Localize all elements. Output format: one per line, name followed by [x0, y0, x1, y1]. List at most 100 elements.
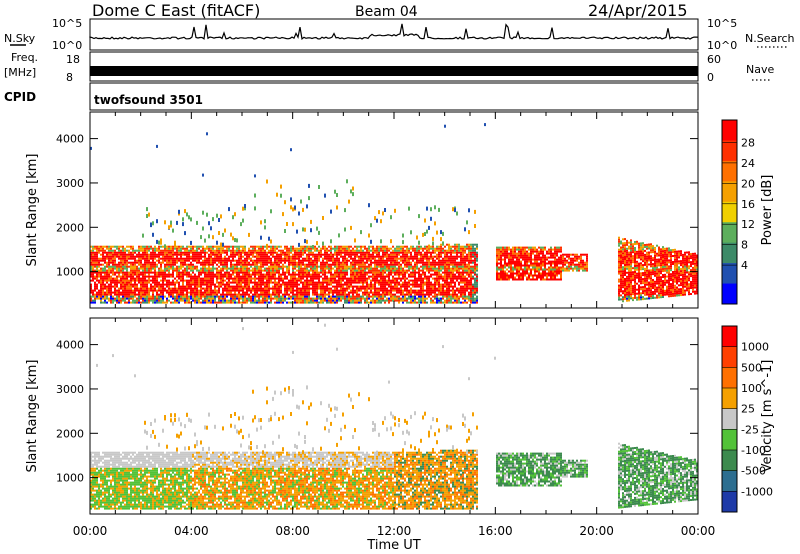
- range-gate-cell: [116, 253, 118, 256]
- range-gate-cell: [184, 263, 186, 266]
- range-gate-cell: [402, 245, 404, 248]
- range-gate-cell: [124, 277, 126, 280]
- range-gate-cell: [156, 144, 158, 148]
- range-gate-cell: [222, 269, 224, 272]
- range-gate-cell: [218, 299, 220, 302]
- range-gate-cell: [456, 265, 458, 268]
- range-gate-cell: [378, 301, 380, 304]
- range-gate-cell: [384, 277, 386, 280]
- range-gate-cell: [364, 271, 366, 274]
- range-gate-cell: [104, 257, 106, 260]
- range-gate-cell: [422, 293, 424, 296]
- range-gate-cell: [178, 275, 180, 278]
- range-gate-cell: [334, 263, 336, 266]
- range-gate-cell: [272, 249, 274, 252]
- range-gate-cell: [434, 261, 436, 264]
- range-gate-cell: [358, 255, 360, 258]
- range-gate-cell: [392, 275, 394, 278]
- range-gate-cell: [136, 249, 138, 252]
- range-gate-cell: [120, 277, 122, 280]
- range-gate-cell: [360, 279, 362, 282]
- range-gate-cell: [350, 265, 352, 268]
- range-gate-cell: [346, 261, 348, 264]
- range-gate-cell: [278, 295, 280, 298]
- range-gate-cell: [130, 281, 132, 284]
- range-gate-cell: [100, 257, 102, 260]
- range-gate-cell: [462, 281, 464, 284]
- range-gate-cell: [272, 245, 274, 248]
- range-gate-cell: [182, 245, 184, 248]
- range-gate-cell: [426, 259, 428, 262]
- range-gate-cell: [200, 301, 202, 304]
- range-gate-cell: [376, 293, 378, 296]
- range-gate-cell: [98, 289, 100, 292]
- range-gate-cell: [410, 291, 412, 294]
- range-gate-cell: [388, 267, 390, 270]
- range-gate-cell: [118, 297, 120, 300]
- range-gate-cell: [386, 249, 388, 252]
- range-gate-cell: [160, 257, 162, 260]
- range-gate-cell: [268, 277, 270, 280]
- range-gate-cell: [344, 291, 346, 294]
- range-gate-cell: [246, 267, 248, 270]
- range-gate-cell: [362, 257, 364, 260]
- range-gate-cell: [422, 257, 424, 260]
- range-gate-cell: [230, 232, 232, 237]
- range-gate-cell: [108, 263, 110, 266]
- range-gate-cell: [92, 301, 94, 304]
- range-gate-cell: [306, 273, 308, 276]
- range-gate-cell: [416, 289, 418, 292]
- range-gate-cell: [128, 275, 130, 278]
- range-gate-cell: [298, 273, 300, 276]
- range-gate-cell: [284, 253, 286, 256]
- range-gate-cell: [330, 271, 332, 274]
- range-gate-cell: [190, 247, 192, 250]
- range-gate-cell: [252, 251, 254, 254]
- range-gate-cell: [246, 265, 248, 268]
- range-gate-cell: [354, 289, 356, 292]
- range-gate-cell: [198, 285, 200, 288]
- range-gate-cell: [432, 269, 434, 272]
- range-gate-cell: [438, 271, 440, 274]
- range-gate-cell: [162, 295, 164, 298]
- range-gate-cell: [284, 297, 286, 300]
- range-gate-cell: [470, 295, 472, 298]
- range-gate-cell: [442, 291, 444, 294]
- range-gate-cell: [418, 247, 420, 250]
- range-gate-cell: [436, 249, 438, 252]
- range-gate-cell: [102, 271, 104, 274]
- range-gate-cell: [294, 267, 296, 270]
- range-gate-cell: [450, 259, 452, 262]
- range-gate-cell: [434, 271, 436, 274]
- range-gate-cell: [208, 291, 210, 294]
- range-gate-cell: [338, 269, 340, 272]
- range-gate-cell: [340, 251, 342, 254]
- range-gate-cell: [132, 289, 134, 292]
- range-gate-cell: [238, 283, 240, 286]
- range-gate-cell: [412, 291, 414, 294]
- range-gate-cell: [370, 255, 372, 258]
- range-gate-cell: [232, 251, 234, 254]
- range-gate-cell: [416, 253, 418, 256]
- range-gate-cell: [470, 281, 472, 284]
- range-gate-cell: [276, 253, 278, 256]
- range-gate-cell: [274, 279, 276, 282]
- range-gate-cell: [312, 267, 314, 270]
- range-gate-cell: [286, 259, 288, 262]
- range-gate-cell: [360, 245, 362, 248]
- range-gate-cell: [210, 259, 212, 262]
- range-gate-cell: [364, 267, 366, 270]
- range-gate-cell: [442, 261, 444, 264]
- range-gate-cell: [98, 247, 100, 250]
- range-gate-cell: [202, 226, 204, 231]
- range-gate-cell: [402, 267, 404, 270]
- range-gate-cell: [376, 269, 378, 272]
- range-gate-cell: [430, 216, 432, 221]
- range-gate-cell: [386, 273, 388, 276]
- range-gate-cell: [224, 263, 226, 266]
- range-gate-cell: [358, 245, 360, 248]
- range-gate-cell: [264, 249, 266, 252]
- range-gate-cell: [444, 255, 446, 258]
- range-gate-cell: [104, 295, 106, 298]
- range-gate-cell: [132, 295, 134, 298]
